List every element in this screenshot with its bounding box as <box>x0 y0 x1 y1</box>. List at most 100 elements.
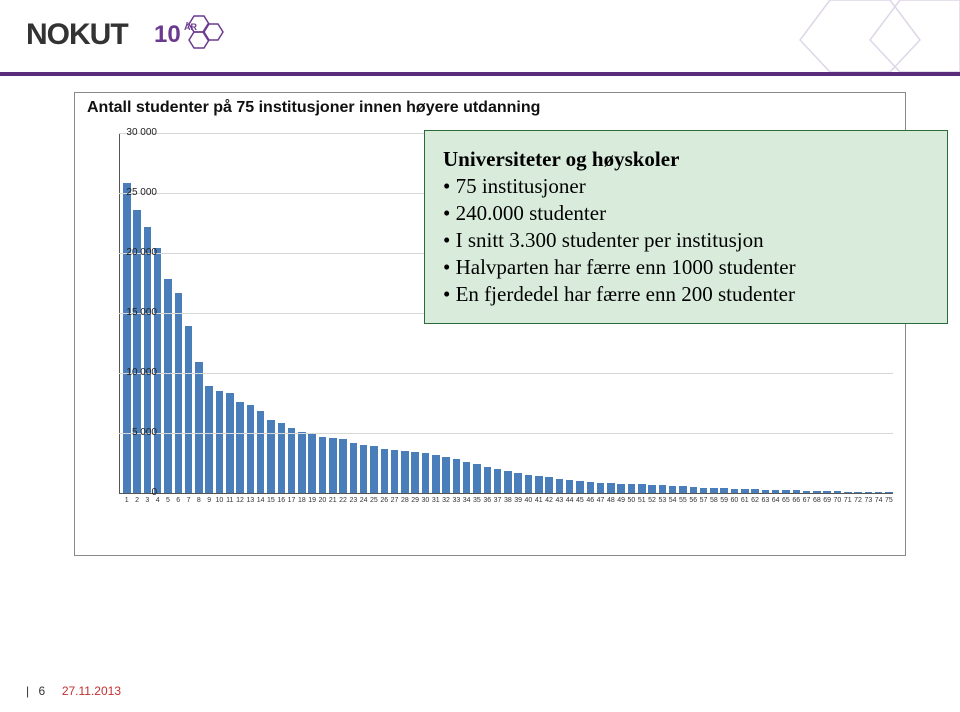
x-tick-label: 18 <box>298 497 306 504</box>
y-tick-label: 0 <box>111 487 157 498</box>
x-tick-label: 59 <box>720 497 728 504</box>
x-tick-label: 1 <box>125 497 129 504</box>
x-tick-label: 40 <box>525 497 533 504</box>
bar <box>175 293 183 493</box>
bar <box>267 420 275 493</box>
page-number: 6 <box>38 684 45 698</box>
bar <box>463 462 471 493</box>
footer-separator: | <box>26 684 29 698</box>
bar <box>484 467 492 493</box>
x-tick-label: 63 <box>761 497 769 504</box>
x-tick-label: 68 <box>813 497 821 504</box>
bar <box>216 391 224 493</box>
bar <box>319 437 327 493</box>
x-tick-label: 55 <box>679 497 687 504</box>
bar <box>226 393 234 493</box>
bar <box>597 483 605 493</box>
bar <box>679 486 687 493</box>
bar <box>834 491 842 493</box>
bar <box>628 484 636 493</box>
bar <box>875 492 883 493</box>
bar <box>545 477 553 493</box>
logo-o: O <box>47 18 69 51</box>
x-tick-label: 29 <box>411 497 419 504</box>
footer-date: 27.11.2013 <box>62 684 121 698</box>
logo: NOKUT <box>26 18 128 52</box>
x-tick-label: 37 <box>494 497 502 504</box>
bar <box>844 492 852 493</box>
gridline <box>119 373 893 374</box>
x-tick-label: 15 <box>267 497 275 504</box>
bar <box>504 471 512 493</box>
bar <box>339 439 347 493</box>
bar <box>350 443 358 493</box>
y-tick-label: 20 000 <box>111 247 157 258</box>
x-tick-label: 54 <box>669 497 677 504</box>
x-tick-label: 21 <box>329 497 337 504</box>
bar <box>793 490 801 493</box>
x-tick-label: 62 <box>751 497 759 504</box>
x-tick-label: 57 <box>700 497 708 504</box>
x-tick-label: 17 <box>288 497 296 504</box>
bar <box>741 489 749 493</box>
x-tick-label: 31 <box>432 497 440 504</box>
bar <box>381 449 389 493</box>
bar <box>442 457 450 493</box>
bar <box>566 480 574 493</box>
bar <box>422 453 430 493</box>
x-tick-label: 71 <box>844 497 852 504</box>
bar <box>298 432 306 493</box>
bar <box>473 464 481 493</box>
callout-box: Universiteter og høyskoler • 75 institus… <box>424 130 948 324</box>
x-tick-label: 58 <box>710 497 718 504</box>
x-tick-label: 20 <box>319 497 327 504</box>
x-tick-label: 72 <box>854 497 862 504</box>
x-tick-label: 28 <box>401 497 409 504</box>
bar <box>514 473 522 493</box>
x-tick-label: 52 <box>648 497 656 504</box>
bar <box>257 411 265 493</box>
x-tick-label: 12 <box>236 497 244 504</box>
x-tick-label: 10 <box>216 497 224 504</box>
x-tick-label: 24 <box>360 497 368 504</box>
callout-bullet: • 75 institusjoner <box>443 174 929 199</box>
bar <box>411 452 419 493</box>
bar <box>432 455 440 493</box>
bar <box>576 481 584 493</box>
callout-bullet: • 240.000 studenter <box>443 201 929 226</box>
x-tick-label: 25 <box>370 497 378 504</box>
bar <box>535 476 543 493</box>
x-tick-label: 75 <box>885 497 893 504</box>
x-tick-label: 2 <box>135 497 139 504</box>
hex-icon <box>184 10 232 59</box>
x-tick-label: 60 <box>731 497 739 504</box>
logo-post: KUT <box>69 18 128 51</box>
bar <box>391 450 399 493</box>
x-tick-label: 32 <box>442 497 450 504</box>
x-tick-label: 48 <box>607 497 615 504</box>
x-tick-label: 66 <box>792 497 800 504</box>
x-tick-label: 74 <box>875 497 883 504</box>
callout-bullet: • I snitt 3.300 studenter per institusjo… <box>443 228 929 253</box>
bar <box>659 485 667 493</box>
x-tick-label: 53 <box>658 497 666 504</box>
x-tick-label: 64 <box>772 497 780 504</box>
x-axis <box>119 493 893 494</box>
bar <box>690 487 698 493</box>
x-tick-label: 6 <box>176 497 180 504</box>
x-tick-label: 14 <box>257 497 265 504</box>
x-tick-label: 73 <box>864 497 872 504</box>
bar <box>525 475 533 493</box>
x-tick-label: 16 <box>277 497 285 504</box>
corner-decoration <box>760 0 960 77</box>
bar <box>587 482 595 493</box>
bar <box>288 428 296 493</box>
x-tick-label: 65 <box>782 497 790 504</box>
bar <box>370 446 378 493</box>
x-tick-label: 33 <box>452 497 460 504</box>
logo-pre: N <box>26 18 47 51</box>
bar <box>607 483 615 493</box>
bar <box>751 489 759 493</box>
x-tick-label: 50 <box>628 497 636 504</box>
y-tick-label: 10 000 <box>111 367 157 378</box>
